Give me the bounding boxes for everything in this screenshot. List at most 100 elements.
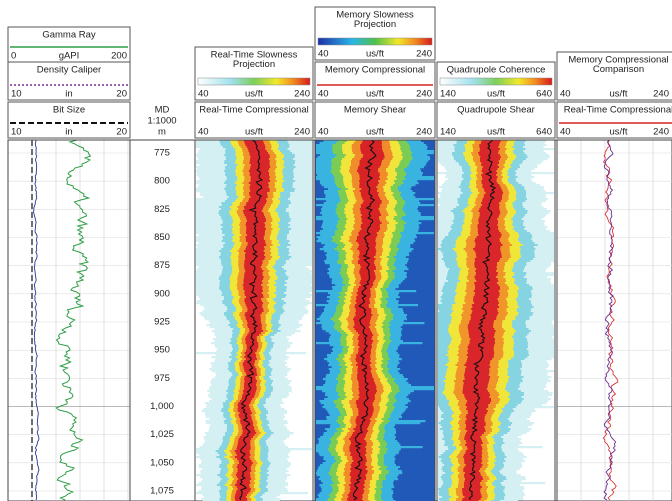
image-strip [247, 346, 259, 348]
image-strip [466, 432, 484, 434]
image-strip [351, 470, 368, 472]
image-strip [359, 272, 374, 274]
image-strip [468, 410, 488, 412]
depth-scale: 1:1000 [147, 116, 176, 127]
image-strip [244, 276, 263, 278]
image-strip [235, 450, 250, 452]
scale-max: 20 [116, 127, 127, 138]
image-strip [361, 212, 381, 214]
image-strip [349, 492, 363, 494]
image-strip [475, 242, 501, 244]
image-strip [241, 398, 252, 400]
image-strip [463, 380, 489, 382]
image-strip [361, 276, 376, 278]
image-strip [356, 426, 368, 428]
image-strip [482, 204, 500, 206]
scale-min: 140 [440, 89, 456, 100]
scale-min: 40 [560, 89, 571, 100]
image-strip [245, 294, 263, 296]
image-strip [478, 152, 498, 154]
depth-unit: m [158, 127, 166, 138]
image-strip [237, 482, 251, 484]
image-strip [242, 396, 254, 398]
image-strip [237, 486, 250, 488]
image-strip [464, 376, 490, 378]
scale-min: 10 [11, 89, 22, 100]
image-strip [480, 150, 499, 152]
image-strip [245, 354, 256, 356]
header-title: Projection [233, 59, 275, 70]
image-strip [467, 354, 494, 356]
image-strip [476, 272, 498, 274]
image-strip [473, 298, 497, 300]
scale-min: 40 [318, 127, 329, 138]
image-strip [482, 182, 498, 184]
scale-min: 40 [198, 127, 209, 138]
header-title: Quadrupole Coherence [447, 65, 546, 76]
image-strip [480, 212, 501, 214]
image-strip [360, 182, 379, 184]
image-strip [349, 484, 363, 486]
image-strip [482, 176, 497, 178]
image-strip [244, 266, 261, 268]
image-strip [464, 382, 489, 384]
header-title: Memory Compressional [325, 65, 425, 76]
image-strip [244, 212, 264, 214]
image-strip [355, 328, 371, 330]
scale-unit: us/ft [610, 127, 628, 138]
depth-label: 1,025 [150, 429, 174, 440]
image-strip [472, 312, 499, 314]
image-strip [358, 366, 371, 368]
image-strip [357, 362, 371, 364]
image-strip [475, 278, 497, 280]
image-strip [362, 214, 381, 216]
depth-label: 800 [154, 176, 170, 187]
image-strip [480, 214, 500, 216]
image-strip [250, 186, 269, 188]
image-strip [465, 396, 490, 398]
image-strip [360, 230, 379, 232]
image-strip [463, 468, 480, 470]
scale-min: 40 [318, 89, 329, 100]
image-strip [479, 216, 498, 218]
image-strip [250, 160, 270, 162]
image-strip [474, 290, 499, 292]
scale-min: 40 [198, 89, 209, 100]
depth-label: 850 [154, 232, 170, 243]
image-strip [361, 228, 380, 230]
image-strip [359, 392, 376, 394]
image-strip [469, 344, 495, 346]
image-strip [478, 228, 498, 230]
image-strip [464, 476, 482, 478]
image-strip [357, 406, 374, 408]
image-strip [241, 422, 254, 424]
image-strip [464, 486, 482, 488]
depth-label: 900 [154, 288, 170, 299]
image-strip [356, 300, 370, 302]
image-strip [360, 190, 377, 192]
image-strip [358, 412, 372, 414]
image-strip [357, 292, 371, 294]
image-strip [244, 366, 256, 368]
image-strip [246, 372, 257, 374]
image-strip [250, 190, 269, 192]
scale-max: 200 [111, 51, 127, 62]
scale-min: 40 [560, 127, 571, 138]
image-strip [358, 262, 374, 264]
scale-max: 240 [416, 89, 432, 100]
image-strip [464, 482, 480, 484]
scale-max: 640 [536, 127, 552, 138]
depth-label: 875 [154, 260, 170, 271]
image-strip [244, 206, 264, 208]
image-strip [474, 276, 496, 278]
image-strip [467, 358, 492, 360]
image-strip [468, 412, 487, 414]
image-strip [250, 172, 269, 174]
image-strip [466, 414, 485, 416]
image-strip [476, 274, 498, 276]
image-strip [350, 454, 365, 456]
image-strip [468, 356, 494, 358]
scale-min: 10 [11, 127, 22, 138]
image-strip [349, 438, 364, 440]
image-strip [357, 248, 375, 250]
